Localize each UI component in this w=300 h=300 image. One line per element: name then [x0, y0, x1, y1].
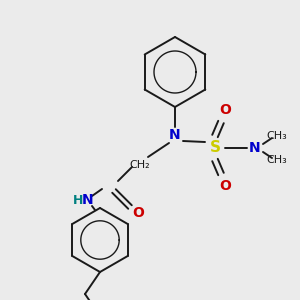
Text: N: N: [82, 193, 94, 207]
Text: CH₃: CH₃: [267, 155, 287, 165]
Text: S: S: [209, 140, 220, 155]
Text: N: N: [169, 128, 181, 142]
Text: O: O: [132, 206, 144, 220]
Text: CH₂: CH₂: [130, 160, 150, 170]
Text: N: N: [249, 141, 261, 155]
Text: H: H: [73, 194, 83, 206]
Text: O: O: [219, 179, 231, 193]
Text: CH₃: CH₃: [267, 131, 287, 141]
Text: O: O: [219, 103, 231, 117]
